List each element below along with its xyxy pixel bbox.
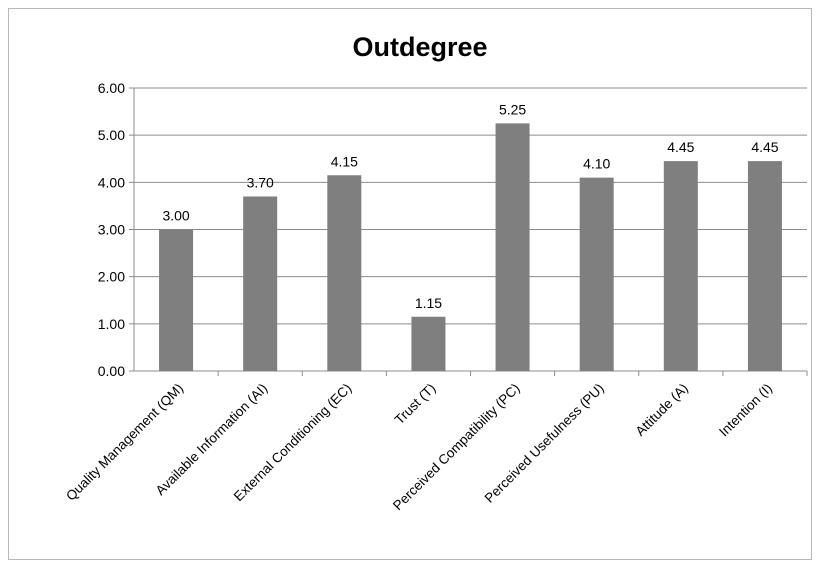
gridlines <box>129 87 808 376</box>
chart-title: Outdegree <box>352 32 487 62</box>
bar <box>579 177 614 371</box>
bar <box>747 161 782 371</box>
bar <box>243 196 278 371</box>
data-label: 4.45 <box>751 139 778 155</box>
x-category-label: Trust (T) <box>392 381 439 428</box>
y-tick-label: 4.00 <box>98 174 125 190</box>
y-tick-label: 0.00 <box>98 363 125 379</box>
data-label: 4.15 <box>331 153 358 169</box>
data-label: 4.45 <box>667 139 694 155</box>
data-label: 1.15 <box>415 295 442 311</box>
bar <box>159 229 194 371</box>
x-category-label: Attitude (A) <box>633 381 691 439</box>
data-label: 5.25 <box>499 101 526 117</box>
y-tick-label: 1.00 <box>98 316 125 332</box>
data-label: 4.10 <box>583 156 610 172</box>
x-category-label: Intention (I) <box>716 381 775 440</box>
y-tick-label: 5.00 <box>98 127 125 143</box>
bar <box>327 175 362 371</box>
y-tick-label: 2.00 <box>98 269 125 285</box>
bars <box>159 123 782 371</box>
bar <box>411 316 446 371</box>
bar <box>663 161 698 371</box>
y-tick-label: 6.00 <box>98 80 125 96</box>
y-axis-ticks: 0.00 1.00 2.00 3.00 4.00 5.00 6.00 <box>98 80 125 379</box>
y-tick-label: 3.00 <box>98 222 125 238</box>
data-labels: 3.00 3.70 4.15 1.15 5.25 4.10 4.45 4.45 <box>162 101 778 310</box>
bar <box>495 123 530 371</box>
data-label: 3.00 <box>162 208 189 224</box>
data-label: 3.70 <box>247 174 274 190</box>
x-axis-categories: Quality Management (QM)Available Informa… <box>63 381 775 514</box>
